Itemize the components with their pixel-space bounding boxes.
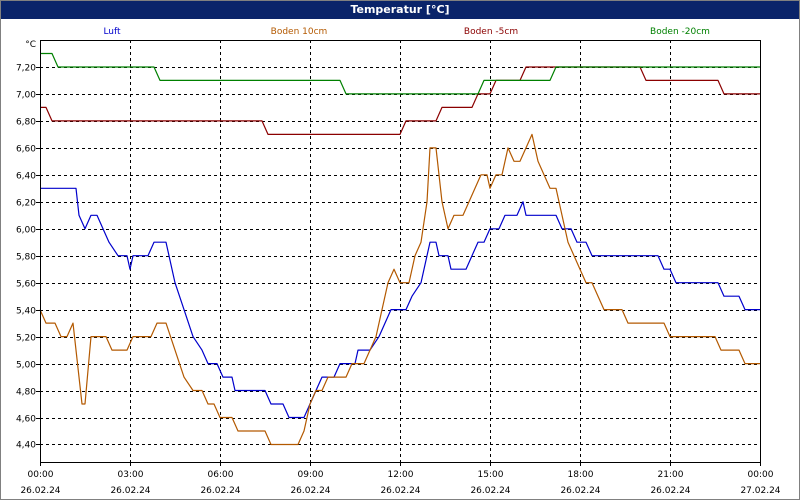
y-tick-label: 6,40	[16, 172, 36, 182]
legend-entry-boden-10cm: Boden 10cm	[271, 27, 328, 37]
series-group	[39, 52, 760, 446]
y-tick-label: 7,20	[16, 64, 36, 74]
y-tick-label: 6,20	[16, 199, 36, 209]
series-line-boden-5cm	[40, 66, 760, 135]
plot-frame	[40, 40, 761, 463]
y-tick-label: 6,00	[16, 226, 36, 236]
y-tick-label: 6,80	[16, 118, 36, 128]
x-tick-label: 18:00	[568, 470, 594, 480]
x-tick-date-label: 26.02.24	[650, 486, 690, 496]
x-tick-label: 00:00	[28, 470, 54, 480]
series-line-luft	[40, 187, 760, 419]
legend-entry-luft: Luft	[103, 27, 121, 37]
grid	[40, 40, 760, 462]
x-tick-date-label: 26.02.24	[200, 486, 240, 496]
x-tick-label: 00:00	[748, 470, 774, 480]
x-tick-label: 15:00	[478, 470, 504, 480]
y-tick-label: 5,20	[16, 334, 36, 344]
x-tick-date-label: 26.02.24	[290, 486, 330, 496]
y-tick-label: 7,00	[16, 91, 36, 101]
x-tick-label: 12:00	[388, 470, 414, 480]
x-tick-date-label: 26.02.24	[380, 486, 420, 496]
series-line-boden-10cm	[39, 133, 760, 446]
y-tick-label: 5,80	[16, 253, 36, 263]
x-tick-date-label: 26.02.24	[470, 486, 510, 496]
x-tick-label: 06:00	[208, 470, 234, 480]
legend-entry-boden-5cm: Boden -5cm	[464, 27, 518, 37]
y-tick-label: 4,80	[16, 388, 36, 398]
legend-entry-boden-20cm: Boden -20cm	[650, 27, 710, 37]
x-tick-date-label: 26.02.24	[20, 486, 60, 496]
y-tick-label: 5,00	[16, 361, 36, 371]
axes	[36, 40, 761, 466]
x-tick-date-label: 26.02.24	[560, 486, 600, 496]
x-tick-label: 03:00	[118, 470, 144, 480]
y-tick-label: 5,60	[16, 280, 36, 290]
y-axis-label: °C	[25, 40, 36, 50]
x-tick-label: 21:00	[658, 470, 684, 480]
series-line-boden-20cm	[40, 52, 760, 95]
x-tick-date-label: 26.02.24	[110, 486, 150, 496]
labels: 4,40 4,60 4,80 5,00 5,20 5,40 5,60 5,80 6,00 6,20…	[16, 27, 781, 496]
x-tick-date-label: 27.02.24	[740, 486, 780, 496]
y-tick-label: 6,60	[16, 145, 36, 155]
y-tick-label: 4,40	[16, 441, 36, 451]
x-tick-label: 09:00	[298, 470, 324, 480]
y-tick-label: 4,60	[16, 415, 36, 425]
chart-title: Temperatur [°C]	[1, 1, 799, 19]
y-tick-label: 5,40	[16, 307, 36, 317]
